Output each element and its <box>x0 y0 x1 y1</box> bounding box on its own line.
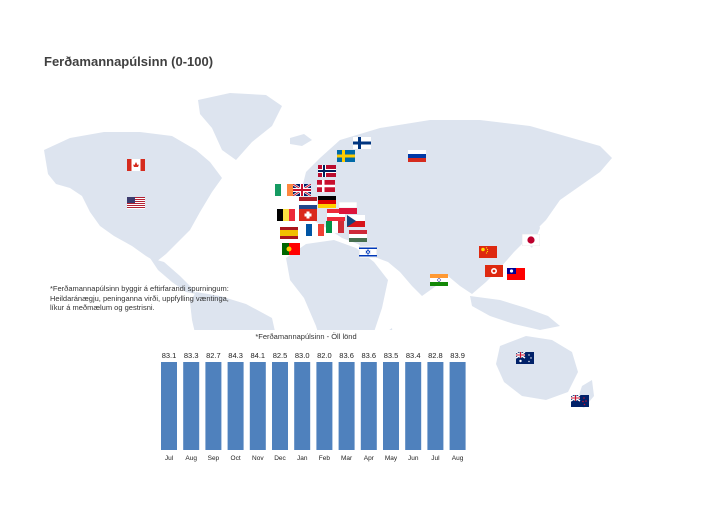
value-label-6: 83.0 <box>295 351 310 360</box>
flag-denmark <box>317 180 335 192</box>
category-label-1: Aug <box>185 455 197 462</box>
flag-taiwan <box>507 268 525 280</box>
value-label-10: 83.5 <box>384 351 399 360</box>
category-label-13: Aug <box>452 455 464 462</box>
flag-new-zealand <box>571 395 589 407</box>
value-label-5: 82.5 <box>273 351 288 360</box>
southeast-asia-shape <box>470 296 560 330</box>
value-label-1: 83.3 <box>184 351 199 360</box>
flag-spain <box>280 227 298 239</box>
category-label-9: Apr <box>364 455 375 462</box>
value-label-3: 84.3 <box>228 351 243 360</box>
bar-13 <box>449 362 466 450</box>
bar-12 <box>427 362 444 450</box>
bar-4 <box>249 362 266 450</box>
greenland-shape <box>198 93 282 160</box>
flag-france <box>306 224 324 236</box>
eurasia-shape <box>300 120 612 296</box>
flag-china <box>479 246 497 258</box>
bar-8 <box>338 362 355 450</box>
bar-7 <box>316 362 333 450</box>
category-label-2: Sep <box>208 455 220 462</box>
flag-belgium <box>277 209 295 221</box>
flag-norway <box>318 165 336 177</box>
category-label-8: Mar <box>341 455 353 462</box>
chart-title: *Ferðamannapúlsinn - Öll lönd <box>255 332 356 341</box>
flag-finland <box>353 137 371 149</box>
bar-3 <box>227 362 244 450</box>
bar-1 <box>183 362 200 450</box>
flag-italy <box>326 221 344 233</box>
flag-hong-kong <box>485 265 503 277</box>
category-label-4: Nov <box>252 455 264 462</box>
flag-germany <box>318 196 336 208</box>
flag-ireland <box>275 184 293 196</box>
flag-hungary <box>349 230 367 242</box>
central-america-shape <box>150 258 196 294</box>
bar-2 <box>205 362 222 450</box>
bar-9 <box>360 362 377 450</box>
footnote: *Ferðamannapúlsinn byggir á eftirfarandi… <box>50 284 229 312</box>
flag-czech <box>347 215 365 227</box>
bar-5 <box>272 362 288 450</box>
category-label-7: Feb <box>319 455 331 462</box>
flag-uk <box>293 184 311 196</box>
flag-russia <box>408 150 426 162</box>
flag-switzerland <box>299 209 317 221</box>
value-label-12: 82.8 <box>428 351 443 360</box>
bar-0 <box>161 362 177 450</box>
flag-usa <box>127 197 145 209</box>
value-label-9: 83.6 <box>361 351 376 360</box>
category-label-6: Jan <box>297 455 308 462</box>
bar-11 <box>405 362 422 450</box>
flag-india <box>430 274 448 286</box>
value-label-0: 83.1 <box>162 351 177 360</box>
iceland-shape <box>290 134 312 146</box>
category-label-11: Jun <box>408 455 419 462</box>
value-label-11: 83.4 <box>406 351 421 360</box>
category-label-12: Jul <box>431 455 440 462</box>
flag-austria <box>327 209 345 221</box>
category-label-3: Oct <box>231 455 241 462</box>
flag-israel <box>359 246 377 258</box>
value-label-2: 82.7 <box>206 351 221 360</box>
value-label-4: 84.1 <box>250 351 265 360</box>
flag-canada <box>127 159 145 171</box>
flag-japan <box>522 234 540 246</box>
flag-australia <box>516 352 534 364</box>
category-label-10: May <box>385 455 398 462</box>
value-label-8: 83.6 <box>339 351 354 360</box>
flag-sweden <box>337 150 355 162</box>
value-label-13: 83.9 <box>450 351 465 360</box>
category-label-5: Dec <box>274 455 286 462</box>
flag-poland <box>339 202 357 214</box>
flag-netherlands <box>299 197 317 209</box>
page-title: Ferðamannapúlsinn (0-100) <box>44 54 214 69</box>
category-label-0: Jul <box>165 455 174 462</box>
bar-6 <box>294 362 311 450</box>
value-label-7: 82.0 <box>317 351 332 360</box>
flag-portugal <box>282 243 300 255</box>
bar-10 <box>383 362 399 450</box>
